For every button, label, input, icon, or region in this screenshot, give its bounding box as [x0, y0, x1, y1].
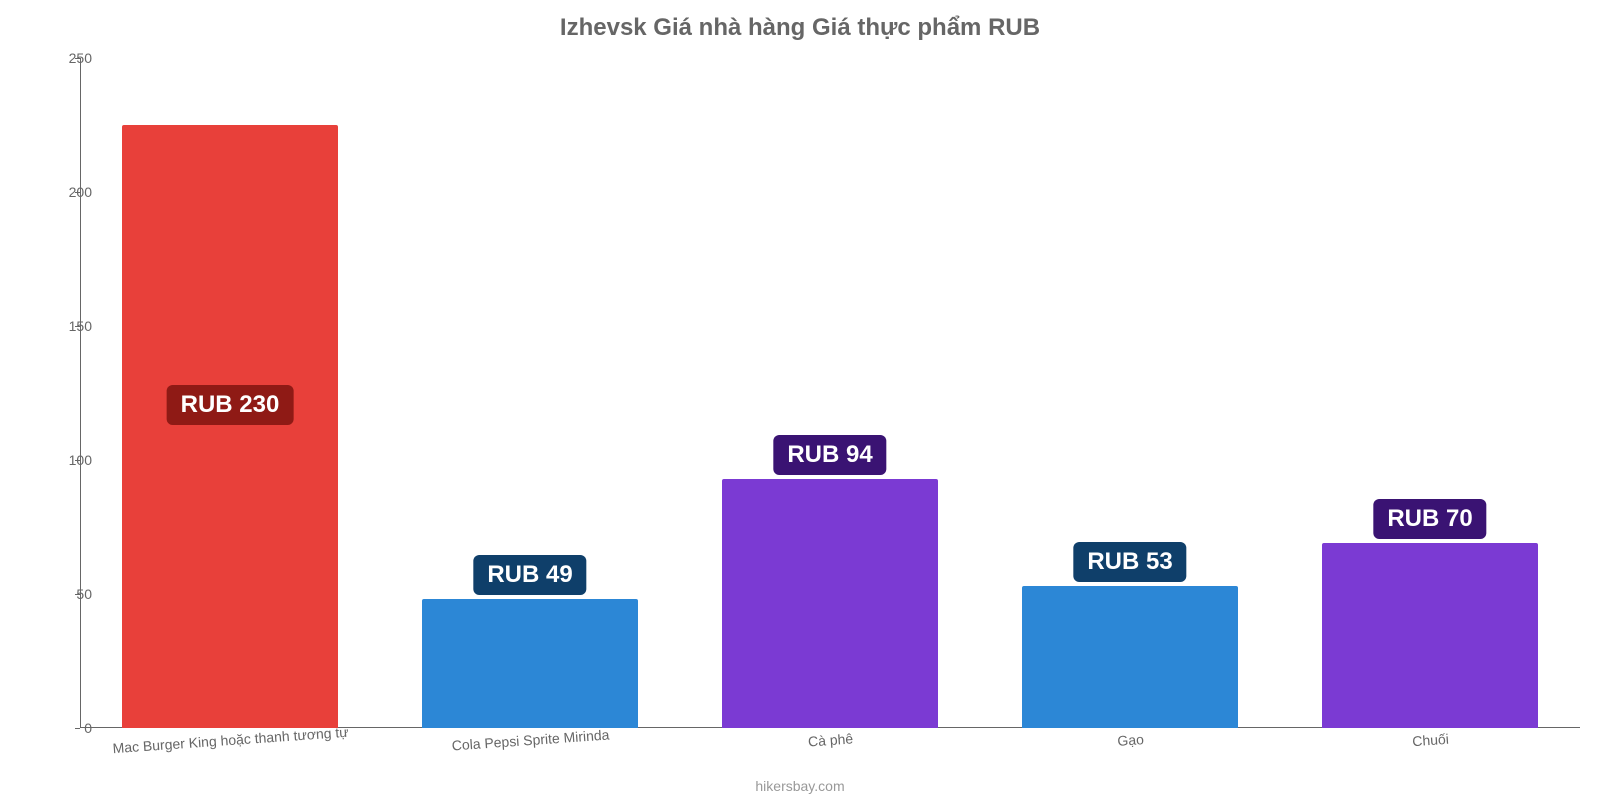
bar-slot: RUB 230: [80, 58, 380, 728]
x-axis-label: Mac Burger King hoặc thanh tương tự: [112, 724, 349, 756]
bar-slot: RUB 49: [380, 58, 680, 728]
x-axis-label: Chuối: [1412, 731, 1450, 750]
bar-value-badge: RUB 53: [1073, 542, 1186, 582]
x-labels-row: Mac Burger King hoặc thanh tương tựCola …: [80, 732, 1580, 772]
bar-slot: RUB 70: [1280, 58, 1580, 728]
x-label-slot: Cà phê: [680, 732, 980, 772]
bar-value-badge: RUB 49: [473, 555, 586, 595]
bar-value-badge: RUB 70: [1373, 499, 1486, 539]
x-axis-label: Cà phê: [807, 730, 853, 749]
x-label-slot: Mac Burger King hoặc thanh tương tự: [80, 732, 380, 772]
attribution-text: hikersbay.com: [0, 778, 1600, 794]
y-tick-label: 50: [76, 586, 92, 602]
bar: RUB 53: [1022, 586, 1238, 728]
x-axis-label: Cola Pepsi Sprite Mirinda: [451, 726, 610, 753]
bars-row: RUB 230 RUB 49 RUB 94 RUB 53 RUB 70: [80, 58, 1580, 728]
bar: RUB 49: [422, 599, 638, 728]
x-label-slot: Cola Pepsi Sprite Mirinda: [380, 732, 680, 772]
bar-value-badge: RUB 230: [167, 385, 294, 425]
y-tick-label: 250: [69, 50, 92, 66]
y-tick-label: 200: [69, 184, 92, 200]
bar: RUB 70: [1322, 543, 1538, 728]
chart-title: Izhevsk Giá nhà hàng Giá thực phẩm RUB: [0, 0, 1600, 42]
bar-slot: RUB 94: [680, 58, 980, 728]
y-tick-label: 150: [69, 318, 92, 334]
x-axis-label: Gạo: [1117, 731, 1145, 749]
bar: RUB 94: [722, 479, 938, 728]
x-label-slot: Gạo: [980, 732, 1280, 772]
y-tick-label: 0: [84, 720, 92, 736]
y-tick-mark: [75, 728, 80, 729]
bar-slot: RUB 53: [980, 58, 1280, 728]
bar-value-badge: RUB 94: [773, 435, 886, 475]
bar: RUB 230: [122, 125, 338, 728]
y-tick-label: 100: [69, 452, 92, 468]
x-label-slot: Chuối: [1280, 732, 1580, 772]
plot-area: RUB 230 RUB 49 RUB 94 RUB 53 RUB 70: [80, 58, 1580, 728]
